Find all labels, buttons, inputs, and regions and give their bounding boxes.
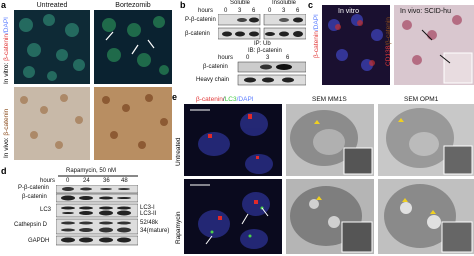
- label-part: /DAPI: [3, 17, 10, 34]
- column-title: Untreated: [36, 2, 68, 9]
- panel-letter: e: [172, 92, 178, 102]
- label-part: /DAPI: [313, 14, 320, 32]
- ib-label: IB: β-catenin: [248, 48, 282, 54]
- hour: 0: [246, 55, 250, 61]
- label-part: β-catenin: [3, 34, 10, 61]
- hour: 0: [268, 8, 272, 14]
- blot-label: β-catenin: [185, 31, 210, 37]
- row-label: In vivo: β-catenin: [3, 109, 10, 158]
- image-title: SEM OPM1: [404, 96, 439, 103]
- hours-label: hours: [218, 55, 234, 61]
- panel-letter: a: [1, 0, 7, 10]
- blot-label: P-β-catenin: [18, 185, 49, 191]
- blot-label: P-β-catenin: [185, 17, 216, 23]
- hour: 48: [121, 178, 128, 184]
- blot-label: Heavy chain: [196, 77, 230, 83]
- label-part: β-catenin: [313, 31, 320, 58]
- band-label: LC3-II: [140, 211, 157, 217]
- band-label: 34(mature): [140, 228, 170, 234]
- micrographs: [14, 10, 172, 160]
- image-title: SEM MM1S: [312, 96, 347, 103]
- blot-label: GAPDH: [28, 238, 50, 244]
- hour: 3: [266, 55, 270, 61]
- label-part: /: [222, 96, 225, 103]
- stain-label: β-catenin/DAPI: [313, 14, 320, 58]
- fraction-label: Soluble: [230, 0, 251, 6]
- micrographs: [184, 104, 474, 254]
- label-part: /DAPI: [236, 96, 254, 103]
- label-part: β-catenin: [3, 108, 10, 136]
- hour: 36: [103, 178, 110, 184]
- panel-letter: c: [308, 0, 314, 10]
- band-label: 52/48k: [140, 220, 159, 226]
- hour: 6: [252, 8, 256, 14]
- hour: 0: [66, 178, 70, 184]
- ip-label: IP: Ub: [254, 41, 271, 47]
- hour: 3: [238, 8, 242, 14]
- blot-label: β-catenin: [203, 64, 228, 70]
- blot-label: LC3: [40, 207, 52, 213]
- row-label: Rapamycin: [175, 211, 182, 244]
- hour: 6: [296, 8, 300, 14]
- hour: 6: [286, 55, 290, 61]
- hour: 24: [83, 178, 90, 184]
- western-blot: [218, 14, 306, 86]
- treatment-label: Rapamycin, 50 nM: [66, 168, 117, 174]
- blot-label: Cathepsin D: [14, 222, 48, 228]
- band-label: LC3-I: [140, 205, 155, 211]
- panel-letter: b: [180, 0, 186, 10]
- label-part: β-catenin: [196, 96, 223, 103]
- label-part: /β-catenin: [385, 17, 392, 46]
- label-part: In vivo:: [3, 135, 10, 158]
- image-title: In vitro: [338, 8, 360, 15]
- hours-label: hours: [40, 178, 56, 184]
- blot-label: β-catenin: [22, 194, 47, 200]
- western-blot: [56, 185, 138, 246]
- label-part: In vitro:: [3, 60, 10, 84]
- micrographs: [322, 5, 474, 85]
- column-title: Bortezomib: [115, 2, 151, 9]
- fraction-label: Insoluble: [272, 0, 297, 6]
- stain-label: CD138/β-catenin: [385, 17, 392, 66]
- hours-label: hours: [198, 8, 214, 14]
- hour: 3: [282, 8, 286, 14]
- treatment-bar: [58, 175, 138, 177]
- panel-letter: d: [1, 166, 7, 176]
- label-part: CD138: [385, 45, 392, 66]
- image-title: In vivo: SCID-hu: [400, 8, 451, 15]
- row-label: Untreated: [175, 137, 182, 166]
- row-label: In vitro: β-catenin/DAPI: [3, 17, 10, 84]
- label-part: LC3: [224, 96, 237, 103]
- stain-label: β-catenin/LC3/DAPI: [196, 96, 254, 103]
- hour: 0: [224, 8, 228, 14]
